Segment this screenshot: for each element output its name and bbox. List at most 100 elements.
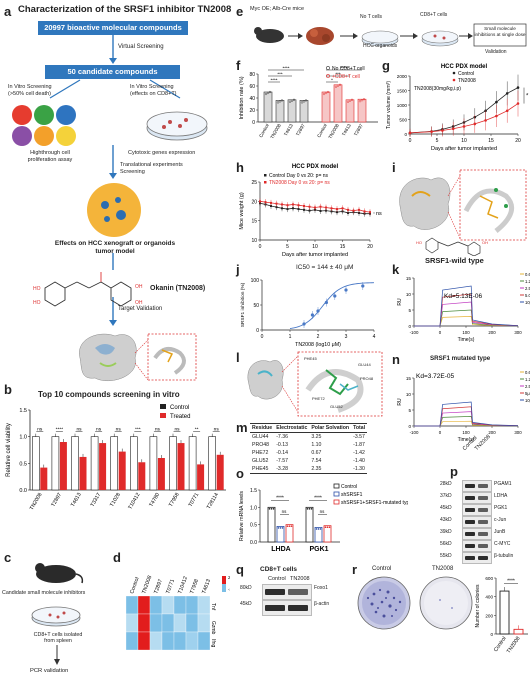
x-tick-label: 20 (515, 138, 521, 144)
heatmap-cell (125, 613, 139, 633)
data-point (302, 100, 306, 103)
x-tick-label: 200 (488, 430, 496, 435)
legend-swatch (333, 499, 340, 505)
significance-label: **** (270, 78, 277, 83)
residue-label-glu44: GLU44 (358, 362, 371, 367)
y-tick-label: 600 (485, 576, 493, 581)
significance-label: ns (174, 427, 180, 432)
legend-label: Control (341, 484, 357, 490)
table-cell: GLU44 (252, 434, 269, 440)
panel-label-o: o (236, 466, 244, 481)
sensorgram-line (414, 309, 519, 327)
x-axis-label: Days after tumor implanted (282, 252, 348, 258)
y-axis-label: SRSF1 inhibition (%) (240, 282, 246, 327)
data-point (322, 92, 326, 96)
data-point (279, 527, 282, 529)
arrow-down-c (54, 645, 60, 665)
heatmap-column-label: T2897 (153, 578, 164, 594)
panel-label-e: e (236, 4, 244, 19)
cd8-cells-label: CD8+T cells (420, 12, 448, 18)
data-point (308, 508, 311, 510)
data-point (505, 109, 509, 113)
dish-label-control: Control (372, 566, 392, 572)
data-point (347, 208, 349, 211)
data-point (451, 127, 455, 131)
y-axis-label: RU (397, 298, 403, 306)
heatmap-column-label: T0771 (165, 578, 176, 594)
significance-label: **** (56, 426, 64, 432)
blot-band (465, 520, 475, 524)
data-point (319, 528, 322, 530)
legend-label: 5.0μM (525, 293, 530, 298)
y-tick-label: 0 (256, 328, 259, 334)
sensorgram-line (414, 411, 519, 427)
data-point (292, 207, 294, 210)
x-tick-label: TN2008 (506, 636, 522, 655)
data-point (336, 211, 338, 214)
data-point (348, 99, 352, 102)
data-point (462, 125, 466, 128)
data-point (338, 83, 342, 86)
table-cell: -0.14 (276, 450, 289, 456)
data-point (268, 508, 271, 510)
legend-label: 2.5μM (525, 384, 530, 389)
significance-label: ** (195, 426, 199, 432)
legend-marker (452, 78, 456, 82)
data-point (319, 205, 322, 208)
legend-label: shSRSF1 (341, 492, 363, 498)
bar-cd8 (357, 98, 367, 123)
table-cell: PRO48 (252, 442, 270, 448)
bar-treated (118, 451, 126, 490)
y-tick-label: 40 (249, 96, 255, 102)
data-point (303, 204, 305, 207)
data-point (360, 99, 364, 102)
blot-strip (462, 480, 492, 492)
panel-l-structure (247, 351, 383, 417)
header-residue: Residue (250, 423, 275, 433)
heatmap-cell (197, 595, 211, 615)
bar (323, 525, 332, 543)
data-point (324, 300, 328, 305)
data-point (310, 313, 314, 317)
y-tick-label: 1000 (397, 103, 408, 108)
legend-swatch-treated (160, 413, 166, 418)
data-point (288, 525, 291, 527)
data-point (304, 99, 308, 102)
table-cell: 2.35 (309, 465, 352, 474)
data-point (270, 201, 272, 204)
x-tick-label: T4613 (70, 492, 83, 508)
srsf1-wild-type-caption: SRSF1-wild type (425, 256, 484, 265)
x-tick-label: TN2008 (269, 123, 282, 140)
panel-q-title: CD8+T cells (260, 566, 298, 573)
panel-o-chart: 0.0 0.5 1.0 1.5 Relative mRNA levels LHDA ****… (239, 483, 408, 553)
panel-n-title: SRSF1 mutated type (430, 355, 491, 362)
significance-label: **** (340, 66, 347, 71)
data-point (281, 207, 283, 210)
blot-band (265, 589, 285, 595)
data-point (292, 203, 294, 206)
table-cell: -3.57 (353, 434, 365, 440)
effects-label: Effects on HCC xenograft or organoids tu… (54, 240, 176, 255)
significance-label: ns (320, 509, 326, 514)
data-point (277, 527, 280, 529)
x-tick-label: 300 (514, 330, 522, 335)
data-point (270, 508, 273, 510)
protein-name-label: Foxo1 (314, 585, 328, 591)
y-tick-label: 10 (251, 238, 257, 244)
protein-docking-image (79, 333, 197, 382)
blot-strip (462, 492, 492, 504)
data-point (347, 211, 349, 214)
x-tick-label: 0 (261, 334, 264, 340)
data-point (264, 92, 268, 96)
left-caption: Highthrough cell proliferation assay (27, 150, 73, 163)
bar (513, 628, 524, 635)
data-point (286, 204, 289, 207)
table-cell: PHE45 (250, 465, 275, 474)
sensorgram-line (414, 301, 519, 327)
svg-text:HO: HO (33, 300, 41, 306)
data-point (333, 294, 337, 298)
data-point (300, 101, 304, 104)
data-point (352, 209, 355, 212)
data-point (278, 100, 282, 103)
